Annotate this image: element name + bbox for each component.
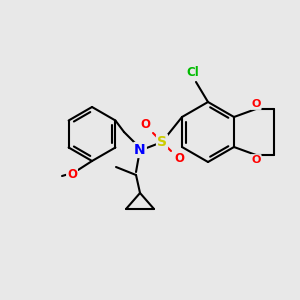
Text: O: O (251, 155, 261, 165)
Text: S: S (157, 135, 167, 149)
Text: O: O (251, 99, 261, 109)
Text: O: O (174, 152, 184, 166)
Text: O: O (67, 169, 77, 182)
Text: N: N (134, 143, 146, 157)
Text: Cl: Cl (187, 67, 200, 80)
Text: O: O (140, 118, 150, 131)
